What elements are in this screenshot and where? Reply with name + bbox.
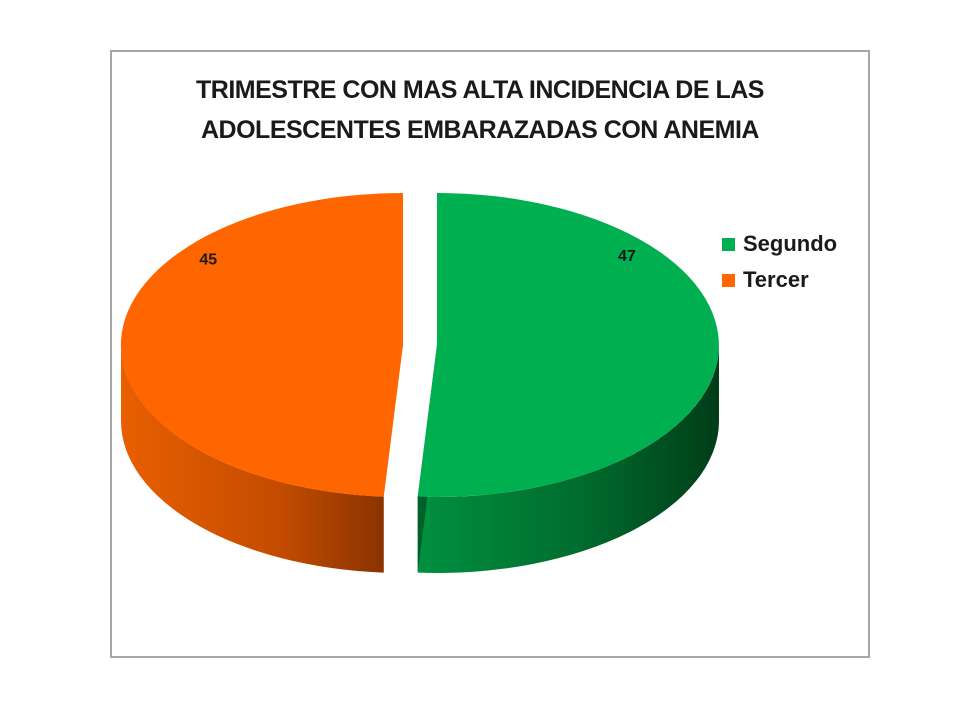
pie-slice-top-tercer — [120, 192, 404, 497]
pie-slice-side-tercer — [121, 345, 384, 573]
legend-label-tercer: Tercer — [743, 267, 809, 292]
pie-slice-segundo — [417, 193, 719, 574]
legend-item-segundo: Segundo — [722, 226, 837, 262]
pie-slice-side-segundo — [417, 345, 719, 574]
data-label-tercer: 45 — [199, 252, 217, 269]
legend: Segundo Tercer — [722, 226, 837, 298]
data-label-segundo: 47 — [618, 248, 636, 265]
legend-swatch-segundo — [722, 237, 735, 251]
chart-title: TRIMESTRE CON MAS ALTA INCIDENCIA DE LAS… — [196, 76, 764, 144]
legend-label-segundo: Segundo — [743, 231, 838, 256]
pie-slice-tercer — [120, 192, 404, 573]
pie-slice-top-segundo — [417, 193, 719, 497]
legend-item-tercer: Tercer — [722, 262, 837, 298]
legend-swatch-tercer — [722, 273, 735, 287]
